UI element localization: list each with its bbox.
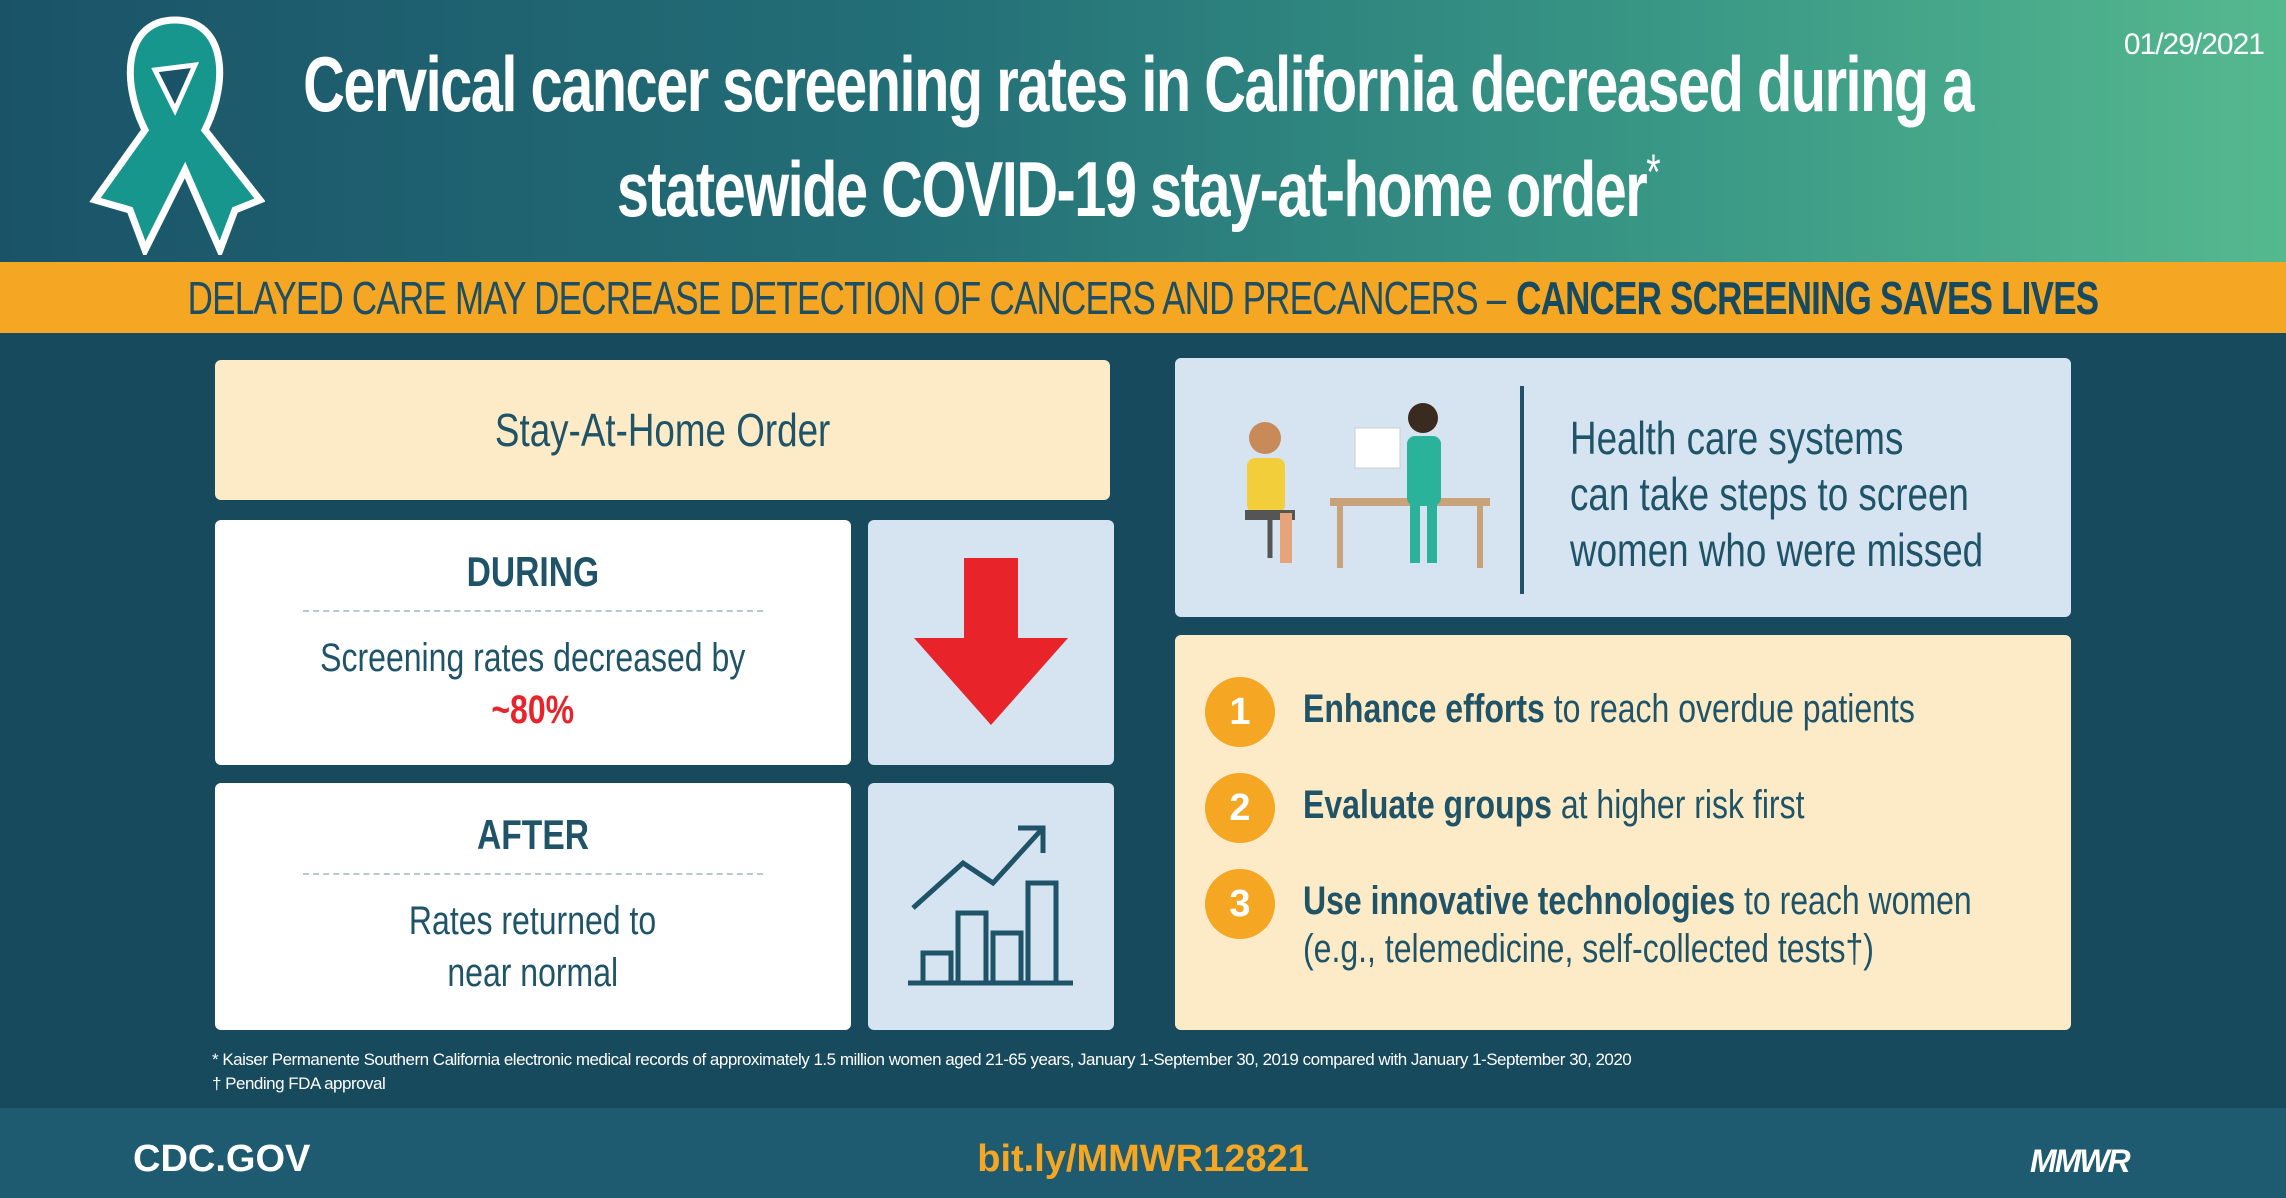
vertical-divider [1520,386,1524,594]
intro-line: women who were missed [1570,524,1984,576]
decrease-value: ~80% [491,688,575,732]
mmwr-logo: MMWR [2030,1143,2131,1179]
short-link: bit.ly/MMWR12821 [0,1138,2286,1181]
teal-ribbon-icon [89,16,265,255]
page-title: Cervical cancer screening rates in Calif… [250,40,2026,233]
steps-panel: 1 Enhance efforts to reach overdue patien… [1175,635,2071,1030]
publish-date: 01/29/2021 [2123,28,2265,61]
footer-bar [0,1108,2286,1198]
footnote: * Kaiser Permanente Southern California … [212,1050,1632,1069]
step-bold: Evaluate groups [1303,783,1552,827]
step-number-badge: 3 [1205,869,1275,939]
step-bold: Use innovative technologies [1303,879,1736,923]
footnote: † Pending FDA approval [212,1074,386,1093]
during-heading: DURING [466,548,600,595]
rising-bar-chart-icon [908,825,1073,986]
header-banner [0,0,2286,262]
health-care-text: Health care systems can take steps to sc… [1570,410,2086,578]
stay-at-home-header: Stay-At-Home Order [215,360,1110,500]
tagline-band: DELAYED CARE MAY DECREASE DETECTION OF C… [0,262,2286,333]
during-text: Screening rates decreased by [320,636,746,680]
tagline-text: DELAYED CARE MAY DECREASE DETECTION OF C… [187,271,1507,324]
after-card: AFTER Rates returned to near normal [215,783,851,1030]
step-number-badge: 2 [1205,773,1275,843]
step-text-line2: (e.g., telemedicine, self-collected test… [1303,927,1874,971]
step-item: 1 Enhance efforts to reach overdue patien… [1205,677,2068,747]
during-card: DURING Screening rates decreased by ~80% [215,520,851,765]
health-care-panel: Health care systems can take steps to sc… [1175,358,2071,617]
after-text-line2: near normal [447,951,619,995]
arrow-panel [868,520,1114,765]
stay-at-home-label: Stay-At-Home Order [494,404,831,456]
intro-line: can take steps to screen [1570,468,1969,520]
cdc-link[interactable]: CDC.GOV [133,1138,311,1180]
patient-doctor-illustration [1245,403,1490,568]
tagline-emphasis: CANCER SCREENING SAVES LIVES [1516,271,2099,324]
step-item: 2 Evaluate groups at higher risk first [1205,773,1930,843]
intro-line: Health care systems [1570,412,1904,464]
title-text: Cervical cancer screening rates in Calif… [303,40,1974,233]
step-text: to reach women [1735,879,1972,923]
step-text: to reach overdue patients [1544,687,1915,731]
after-heading: AFTER [477,811,589,858]
divider [303,873,763,875]
title-footnote-mark: * [1646,144,1660,200]
step-text: at higher risk first [1551,783,1805,827]
down-arrow-icon [914,558,1068,725]
after-text-line1: Rates returned to [409,899,657,943]
chart-panel [868,783,1114,1030]
step-bold: Enhance efforts [1303,687,1545,731]
bitly-link[interactable]: bit.ly/MMWR12821 [977,1138,1309,1180]
step-item: 3 Use innovative technologies to reach wo… [1205,869,2139,973]
step-number-badge: 1 [1205,677,1275,747]
divider [303,610,763,612]
